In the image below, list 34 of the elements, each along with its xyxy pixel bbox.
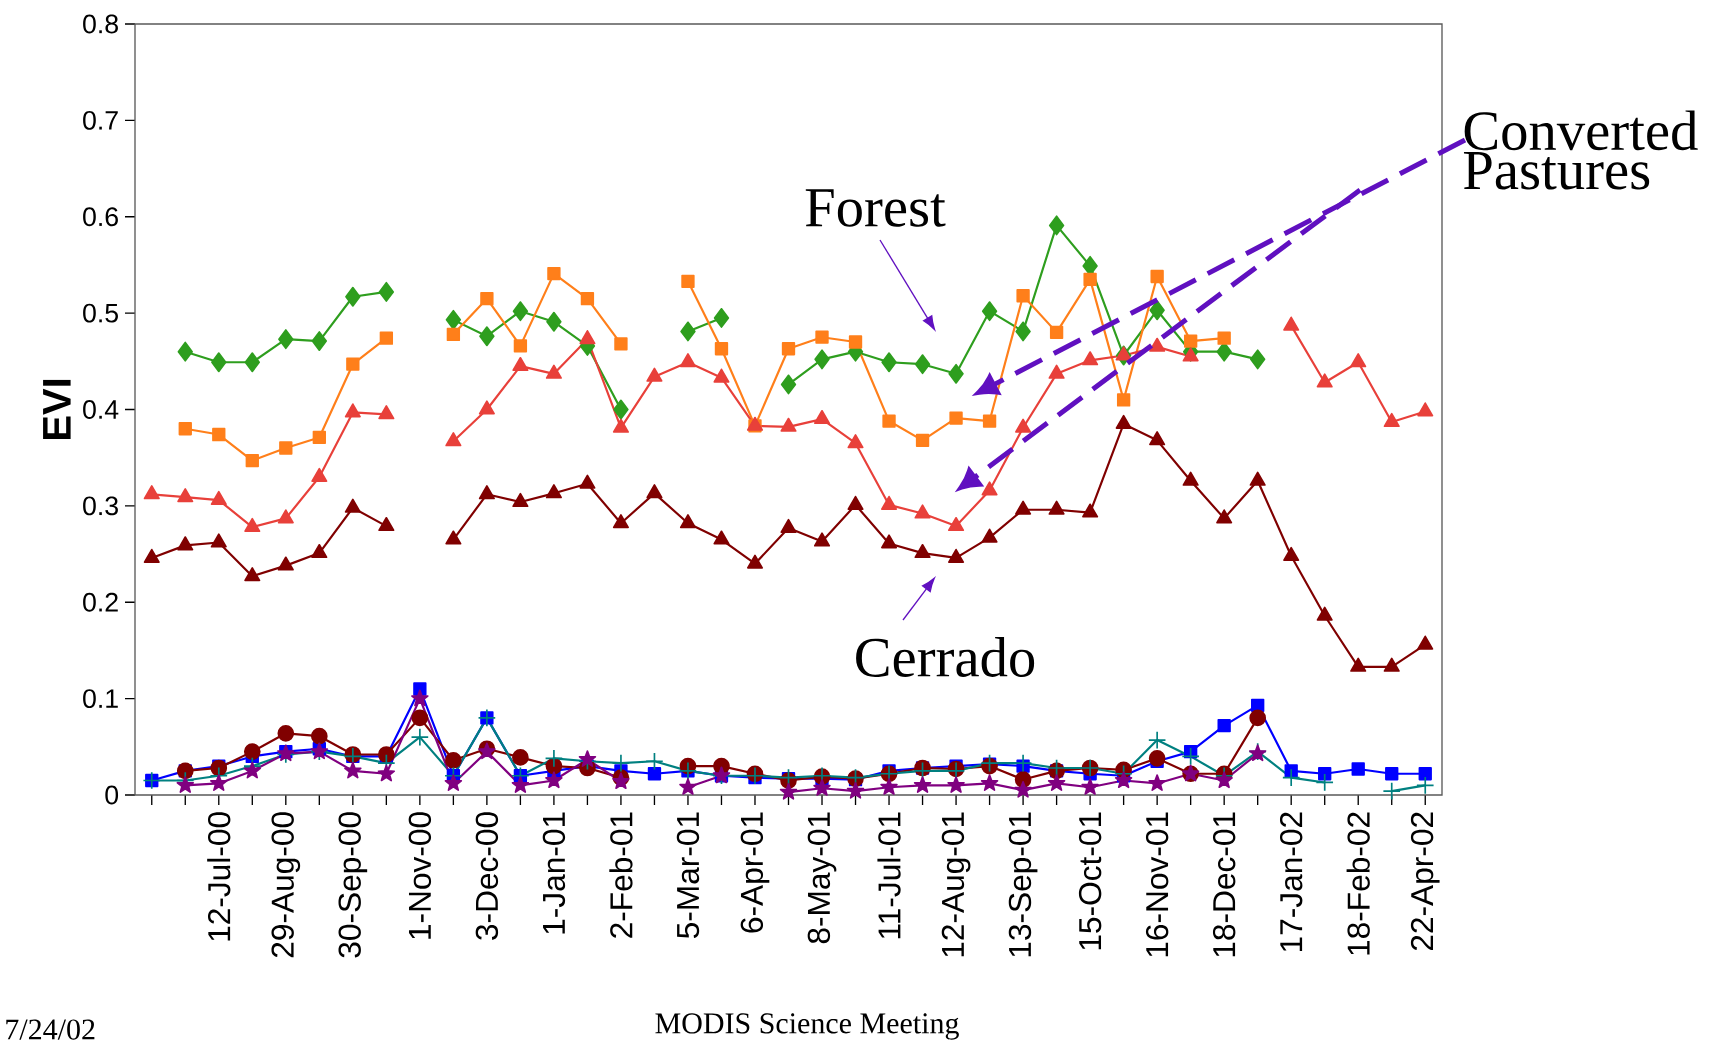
text: MODIS Science Meeting	[655, 1013, 959, 1040]
x-tick-label: 3-Dec-00	[475, 812, 499, 940]
text: 7/24/02	[6, 1019, 95, 1040]
x-tick-label: 18-Dec-01	[1212, 812, 1236, 957]
x-tick-label: 22-Apr-02	[1410, 812, 1440, 951]
x-tick-label: 2-Feb-01	[609, 812, 633, 938]
y-tick-label: 0.8	[83, 14, 118, 34]
y-tick-label: 0	[105, 785, 119, 805]
x-tick-label: 8-May-01	[807, 812, 837, 944]
y-tick-label: 0.7	[83, 110, 118, 130]
x-tick-label: 18-Feb-02	[1346, 812, 1370, 955]
x-tick-label: 6-Apr-01	[740, 812, 770, 933]
annotation: Cerrado	[856, 637, 1035, 677]
x-tick-label: 16-Nov-01	[1145, 812, 1169, 957]
y-tick-label: 0.1	[83, 689, 118, 709]
text: Converted Pastures	[1463, 110, 1698, 190]
x-tick-label: 12-Jul-00	[207, 812, 231, 941]
y-tick-label: 0.4	[83, 400, 119, 419]
x-tick-label: 1-Jan-01	[542, 812, 566, 934]
x-tick-label: 12-Aug-01	[941, 812, 971, 957]
annotation: Forest	[805, 189, 946, 227]
x-tick-label: 13-Sep-01	[1008, 812, 1038, 957]
x-tick-label: 1-Nov-00	[408, 812, 432, 939]
y-tick-label: 0.6	[83, 207, 118, 227]
y-axis-title: EVI	[43, 379, 71, 440]
y-tick-label: 0.2	[83, 592, 118, 612]
x-tick-label: 17-Jan-02	[1279, 812, 1303, 952]
x-tick-label: 29-Aug-00	[271, 812, 301, 958]
y-tick-label: 0.3	[83, 496, 118, 516]
y-tick-label: 0.5	[83, 303, 118, 323]
x-tick-label: 5-Mar-01	[676, 812, 700, 939]
x-tick-label: 15-Oct-01	[1078, 812, 1102, 950]
x-tick-label: 11-Jul-01	[877, 812, 901, 939]
x-tick-label: 30-Sep-00	[338, 812, 368, 958]
